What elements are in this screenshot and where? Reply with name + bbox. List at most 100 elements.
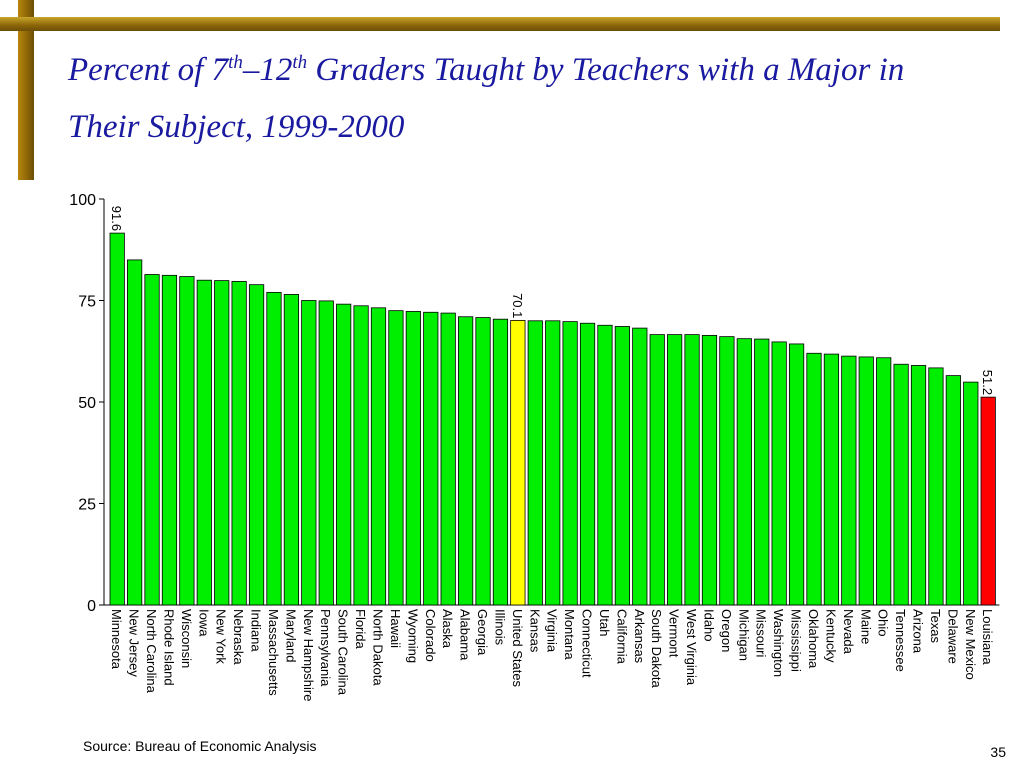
decorative-horizontal-bar bbox=[0, 17, 1000, 31]
category-label: Georgia bbox=[475, 609, 490, 656]
bar-oregon bbox=[719, 336, 735, 606]
bar-maryland bbox=[283, 294, 300, 606]
category-label: Rhode Island bbox=[161, 609, 176, 686]
bar-montana bbox=[562, 321, 578, 606]
category-label: New York bbox=[214, 609, 229, 664]
title-superscript-2: th bbox=[292, 52, 308, 73]
bar-oklahoma bbox=[806, 352, 822, 606]
bar-mississippi bbox=[788, 343, 805, 606]
bar-connecticut bbox=[579, 322, 596, 606]
bar-vermont bbox=[667, 334, 683, 606]
category-label: United States bbox=[510, 609, 525, 688]
y-tick-label: 25 bbox=[78, 497, 96, 514]
y-tick-label: 0 bbox=[87, 598, 96, 615]
bar-new-mexico bbox=[963, 381, 979, 606]
category-label: Indiana bbox=[249, 609, 264, 652]
bar-missouri bbox=[754, 338, 770, 606]
category-label: Nebraska bbox=[231, 609, 246, 665]
title-part-1: Percent of 7 bbox=[68, 52, 229, 88]
bar-texas bbox=[928, 367, 944, 606]
bar-maine bbox=[858, 356, 874, 606]
category-label: North Dakota bbox=[371, 609, 386, 686]
bar-california bbox=[614, 326, 630, 606]
bar-utah bbox=[597, 324, 613, 606]
category-label: Connecticut bbox=[580, 609, 595, 678]
category-label: Illinois bbox=[492, 609, 507, 646]
bar-massachusetts bbox=[266, 291, 282, 606]
bar-pennsylvania bbox=[318, 300, 334, 606]
category-label: Oklahoma bbox=[806, 609, 821, 669]
bar-arizona bbox=[910, 365, 927, 606]
bar-south-carolina bbox=[336, 303, 352, 606]
category-label: Minnesota bbox=[109, 609, 124, 670]
category-label: Arizona bbox=[911, 609, 926, 654]
bar-virginia bbox=[545, 320, 561, 606]
bar-michigan bbox=[736, 338, 752, 606]
data-label: 91.6 bbox=[109, 206, 124, 231]
category-label: Michigan bbox=[736, 609, 751, 661]
category-label: Ohio bbox=[876, 609, 891, 636]
y-tick-label: 100 bbox=[69, 192, 96, 209]
data-label: 51.2 bbox=[980, 370, 995, 395]
bar-west-virginia bbox=[684, 334, 700, 606]
category-label: Arkansas bbox=[632, 609, 647, 664]
bar-colorado bbox=[423, 311, 439, 606]
title-part-3: Graders Taught by Teachers with a Major … bbox=[68, 52, 905, 145]
bar-florida bbox=[353, 305, 369, 606]
bar-alaska bbox=[440, 312, 456, 606]
category-label: Kansas bbox=[527, 609, 542, 653]
category-label: California bbox=[614, 609, 629, 665]
y-tick-label: 50 bbox=[78, 395, 96, 412]
category-label: Delaware bbox=[945, 609, 960, 664]
bar-north-dakota bbox=[370, 307, 387, 606]
bar-indiana bbox=[248, 284, 265, 606]
bar-south-dakota bbox=[649, 334, 665, 606]
category-label: North Carolina bbox=[144, 609, 159, 694]
bar-iowa bbox=[196, 279, 212, 606]
category-label: Utah bbox=[597, 609, 612, 636]
category-label: Alabama bbox=[458, 609, 473, 661]
bar-wyoming bbox=[405, 311, 421, 606]
bar-new-york bbox=[214, 280, 230, 606]
category-label: Vermont bbox=[667, 609, 682, 658]
page-number: 35 bbox=[990, 744, 1006, 760]
category-label: Louisiana bbox=[980, 609, 995, 665]
bar-nebraska bbox=[231, 281, 247, 606]
category-label: South Dakota bbox=[649, 609, 664, 689]
bar-arkansas bbox=[632, 327, 648, 606]
category-label: Tennessee bbox=[893, 609, 908, 672]
category-label: West Virginia bbox=[684, 609, 699, 686]
bar-hawaii bbox=[388, 310, 404, 606]
bar-new-hampshire bbox=[301, 300, 317, 606]
category-label: Hawaii bbox=[388, 609, 403, 648]
bar-kentucky bbox=[823, 353, 840, 606]
bar-nevada bbox=[841, 355, 857, 606]
category-label: New Jersey bbox=[127, 609, 142, 677]
bar-delaware bbox=[945, 375, 961, 606]
category-label: South Carolina bbox=[336, 609, 351, 696]
category-label: Maine bbox=[858, 609, 873, 644]
category-label: Montana bbox=[562, 609, 577, 660]
bar-wisconsin bbox=[179, 276, 195, 606]
bar-illinois bbox=[492, 318, 509, 606]
category-label: Florida bbox=[353, 609, 368, 650]
bar-alabama bbox=[457, 316, 474, 606]
category-label: Pennsylvania bbox=[318, 609, 333, 687]
bar-washington bbox=[771, 341, 787, 606]
category-label: Mississippi bbox=[789, 609, 804, 672]
bar-idaho bbox=[701, 335, 718, 606]
bar-rhode-island bbox=[161, 274, 178, 606]
bar-louisiana bbox=[980, 396, 996, 606]
category-label: Nevada bbox=[841, 609, 856, 655]
category-label: Oregon bbox=[719, 609, 734, 652]
bar-united-states bbox=[510, 319, 526, 606]
data-label: 70.1 bbox=[510, 293, 525, 318]
category-label: Washington bbox=[771, 609, 786, 677]
category-label: Massachusetts bbox=[266, 609, 281, 696]
category-label: New Mexico bbox=[963, 609, 978, 680]
category-label: Kentucky bbox=[823, 609, 838, 663]
category-label: Missouri bbox=[754, 609, 769, 658]
decorative-vertical-bar bbox=[18, 0, 34, 180]
title-part-2: –12 bbox=[242, 52, 293, 88]
